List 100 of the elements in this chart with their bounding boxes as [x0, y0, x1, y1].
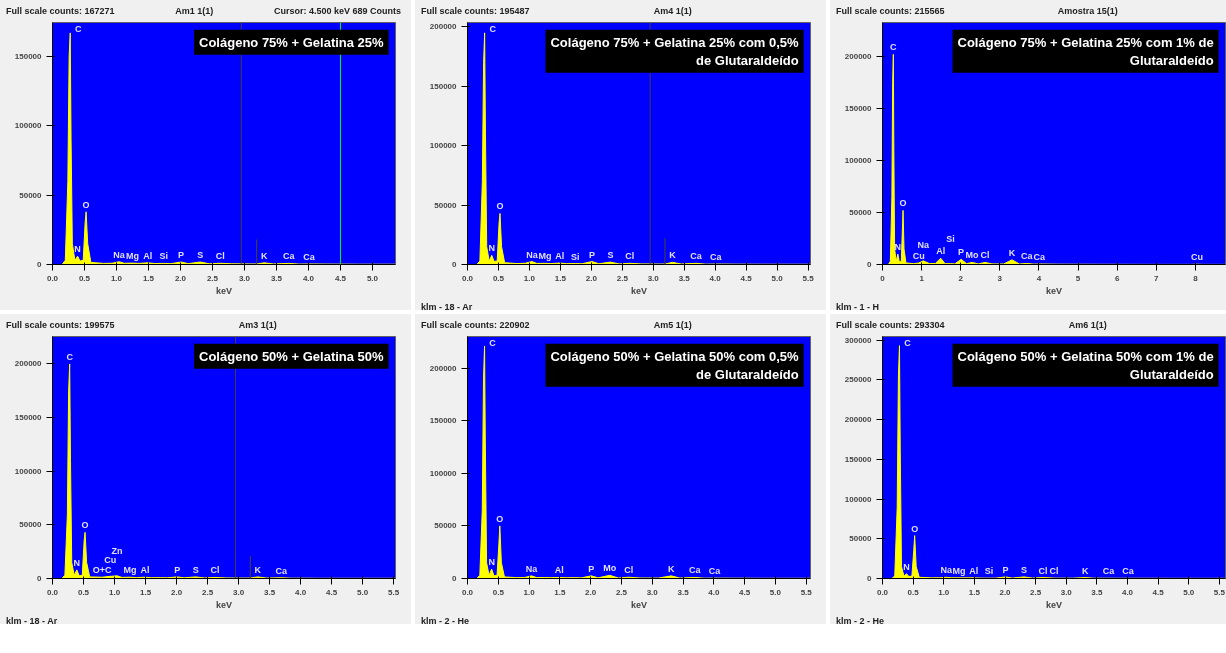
annotation: Al — [140, 565, 150, 576]
x-tick-label: 5.5 — [1213, 587, 1226, 597]
annotation: Ca — [275, 565, 289, 576]
x-tick-label: 6 — [1114, 273, 1120, 283]
x-tick-label: 1.5 — [554, 587, 566, 597]
x-tick-label: 3.0 — [233, 587, 245, 597]
annotation: Ca — [710, 252, 723, 263]
annotation: Al — [554, 565, 564, 576]
x-tick-label: 3.0 — [646, 587, 659, 597]
x-tick-label: 4.0 — [302, 273, 315, 283]
annotation: Cu — [1190, 252, 1203, 263]
y-tick-label: 50000 — [19, 190, 43, 200]
x-tick-label: 0.5 — [78, 273, 91, 283]
x-tick-label: 2.5 — [616, 273, 629, 283]
annotation: Al — [143, 250, 153, 261]
annotation: P — [958, 247, 965, 258]
x-tick-label: 1 — [919, 273, 925, 283]
x-tick-label: 0.0 — [46, 587, 59, 597]
y-tick-label: 0 — [37, 574, 43, 583]
annotation: O — [82, 199, 90, 210]
annotation: C — [489, 338, 497, 349]
x-tick-label: 0.0 — [46, 273, 59, 283]
annotation: Cu — [104, 555, 117, 566]
ref-line-label: Cursor: 4.500 keV 689 Counts — [273, 5, 401, 18]
x-tick-label: 4.5 — [326, 587, 338, 597]
x-tick-label: 4.5 — [1152, 587, 1165, 597]
y-tick-label: 150000 — [429, 416, 458, 426]
annotation: Mo — [603, 563, 617, 574]
x-tick-label: 5.5 — [388, 587, 400, 597]
annotation: K — [668, 563, 676, 574]
annotation: N — [894, 242, 902, 253]
y-tick-label: 300000 — [844, 335, 873, 345]
text: Amostra 15(1) — [1057, 5, 1118, 18]
x-tick-label: 2.5 — [615, 587, 628, 597]
annotation: Ca — [708, 566, 722, 577]
text: klm - 18 - Ar — [421, 301, 473, 314]
text: klm - 2 - He — [421, 615, 470, 628]
annotation: Ca — [303, 251, 316, 262]
annotation: N — [488, 243, 496, 254]
annotation: Ca — [1122, 566, 1135, 577]
x-tick-label: 3.5 — [270, 273, 283, 283]
annotation: K — [669, 250, 677, 261]
annotation: N — [74, 244, 81, 255]
annotation: Ca — [1102, 566, 1116, 577]
x-tick-label: 0.0 — [461, 273, 474, 283]
annotation: O — [911, 523, 919, 534]
x-tick-label: 0.0 — [461, 587, 474, 597]
x-tick-label: 4.5 — [334, 273, 347, 283]
annotation: Na — [940, 565, 953, 576]
annotation: Ca — [690, 251, 703, 262]
y-tick-label: 200000 — [429, 363, 458, 373]
annotation: Na — [113, 249, 126, 260]
x-tick-label: 1.0 — [108, 587, 121, 597]
x-tick-label: 5.0 — [769, 587, 782, 597]
text: Am6 1(1) — [1068, 319, 1107, 332]
x-axis-title: keV — [215, 285, 233, 296]
annotation: C — [890, 42, 898, 53]
annotation: Mg — [123, 565, 137, 576]
annotation: P — [178, 250, 185, 260]
annotation: Mg — [125, 251, 139, 262]
y-tick-label: 150000 — [429, 81, 458, 91]
annotation: Ca — [1033, 251, 1047, 262]
x-axis-title: keV — [215, 599, 233, 610]
y-tick-label: 200000 — [429, 22, 458, 32]
x-tick-label: 2 — [958, 273, 964, 283]
y-tick-label: 100000 — [429, 141, 458, 151]
x-tick-label: 2.0 — [585, 587, 597, 597]
x-tick-label: 0.5 — [492, 273, 505, 283]
annotation: P — [1002, 564, 1009, 575]
y-tick-label: 0 — [867, 260, 873, 269]
annotation: Al — [969, 565, 979, 576]
x-tick-label: 5.0 — [357, 587, 369, 597]
x-tick-label: 3.5 — [678, 273, 691, 283]
annotation: Cl — [210, 565, 220, 576]
x-tick-label: 5.5 — [800, 587, 813, 597]
y-tick-label: 100000 — [844, 155, 873, 165]
annotation: Na — [526, 249, 539, 260]
annotation: Mo — [965, 250, 980, 261]
x-tick-label: 4.0 — [709, 273, 722, 283]
annotation: S — [1020, 564, 1027, 575]
y-tick-label: 0 — [867, 574, 873, 583]
annotation: O — [496, 513, 504, 524]
annotation: K — [254, 564, 262, 575]
y-tick-label: 100000 — [14, 121, 43, 131]
annotation: P — [588, 249, 595, 260]
x-tick-label: 8 — [1193, 273, 1199, 283]
text: klm - 18 - Ar — [6, 615, 58, 628]
x-tick-label: 5.5 — [802, 273, 815, 283]
x-tick-label: 5.0 — [366, 273, 379, 283]
chart-subtitle: Full scale counts: 293304 — [836, 319, 945, 332]
y-tick-label: 150000 — [844, 103, 873, 113]
x-tick-label: 5.0 — [771, 273, 784, 283]
annotation: O — [899, 198, 907, 209]
text: Colágeno 50% + Gelatina 50% com 0,5% de Glutaraldeído — [550, 348, 800, 382]
annotation: Cl — [1038, 565, 1048, 576]
annotation: Cl — [215, 251, 225, 262]
y-tick-label: 100000 — [14, 466, 43, 476]
x-axis-title: keV — [1045, 285, 1063, 296]
x-tick-label: 1.0 — [938, 587, 950, 597]
annotation: Cl — [624, 565, 634, 576]
